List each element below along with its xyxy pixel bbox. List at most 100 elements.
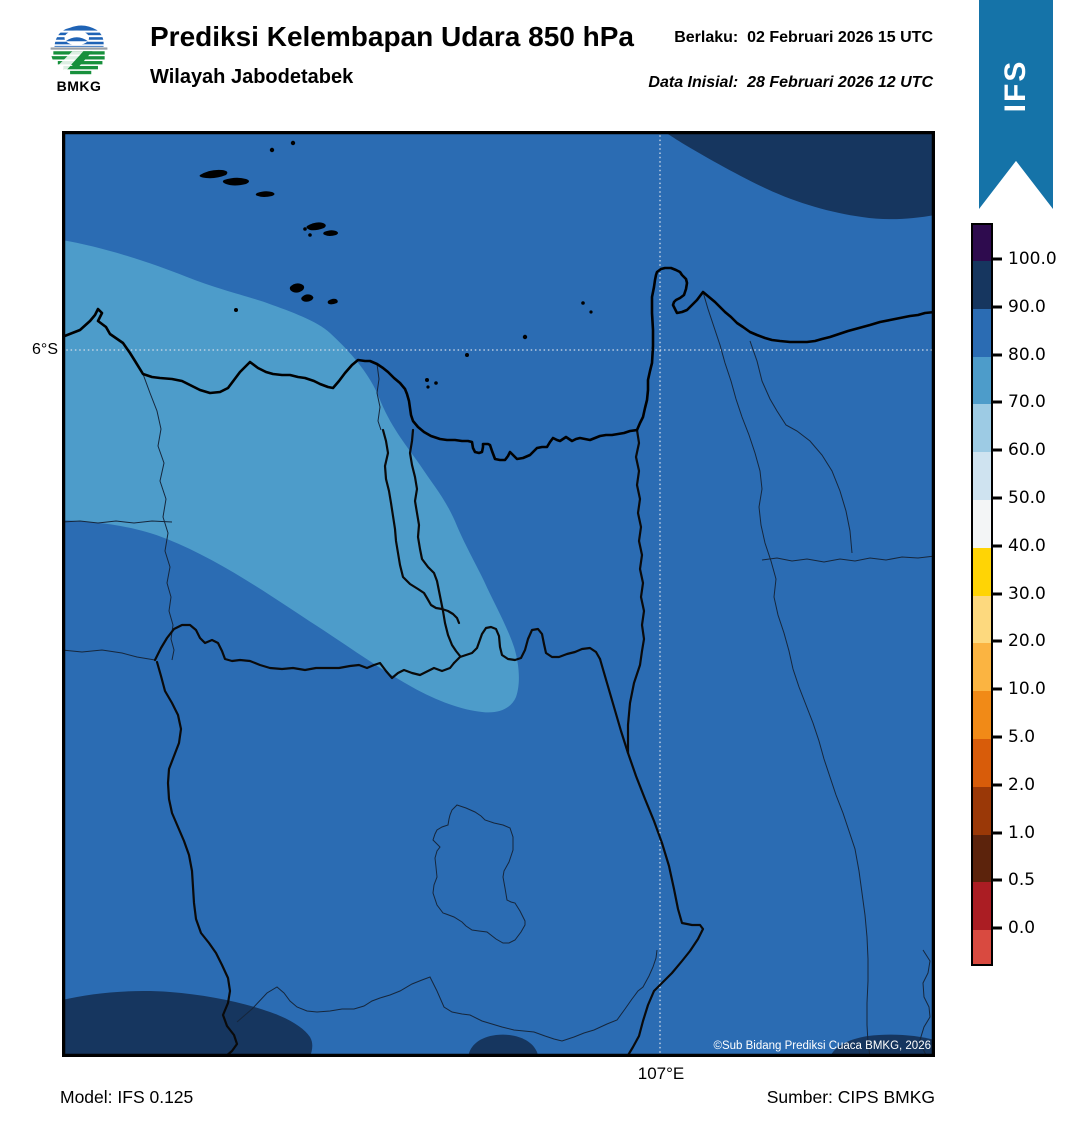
colorbar-tick-mark [993, 544, 1002, 548]
contour-fill-90-100-northeast [663, 131, 935, 220]
admin-thin-west-horizontal [61, 520, 173, 524]
colorbar-tick-mark [993, 353, 1002, 357]
admin-thin-tangerang [142, 373, 175, 661]
init-time-value: 28 Februari 2026 12 UTC [747, 74, 933, 91]
colorbar-level-0 [973, 225, 991, 261]
admin-thin-south-meander [236, 949, 658, 1042]
colorbar-tick-label: 1.0 [1008, 822, 1036, 843]
colorbar-level-15 [973, 930, 991, 964]
island-dot [290, 140, 296, 146]
colorbar-tick-label: 80.0 [1008, 344, 1046, 365]
colorbar-level-7 [973, 547, 991, 596]
island-dot [522, 334, 528, 340]
colorbar-level-1 [973, 261, 991, 309]
island [327, 298, 338, 305]
colorbar-tick-mark [993, 496, 1002, 500]
valid-time-line: Berlaku: 02 Februari 2026 15 UTC [674, 29, 933, 47]
map-frame [61, 130, 936, 1058]
logo-hills-green [51, 51, 105, 75]
island [306, 222, 326, 231]
valid-time-value: 02 Februari 2026 15 UTC [747, 29, 933, 46]
colorbar-tick-label: 5.0 [1008, 727, 1036, 747]
colorbar-tick-mark [993, 735, 1002, 739]
admin-thick-bekasi-east [626, 428, 646, 755]
contour-fill-90-100-southwest [62, 990, 313, 1057]
contour-fill-70-80-band [62, 240, 519, 713]
island-dot [426, 385, 430, 389]
page-subtitle: Wilayah Jabodetabek [150, 66, 354, 88]
admin-thin-west-link [61, 649, 156, 661]
admin-thin-southeast-edge [919, 949, 931, 1058]
map-panel [60, 130, 937, 1059]
colorbar [971, 223, 993, 966]
colorbar-tick-label: 10.0 [1008, 679, 1046, 700]
island [323, 230, 338, 236]
colorbar-tick-mark [993, 448, 1002, 452]
bmkg-logo [50, 20, 108, 100]
contour-fill-90-100-southeast [830, 1034, 935, 1057]
colorbar-tick-mark [993, 305, 1002, 309]
page-title: Prediksi Kelembapan Udara 850 hPa [150, 21, 634, 52]
island-dot [581, 301, 585, 305]
coastline-path [60, 266, 937, 462]
colorbar-tick-mark [993, 400, 1002, 404]
island-dot [269, 147, 275, 153]
colorbar-level-11 [973, 739, 991, 787]
model-ribbon: IFS [979, 0, 1053, 209]
colorbar-tick-mark [993, 831, 1002, 835]
island-dot [589, 310, 593, 314]
admin-thin-east-horizontal [761, 555, 936, 563]
colorbar-tick-label: 20.0 [1008, 631, 1046, 652]
colorbar-level-10 [973, 691, 991, 739]
island-dot [434, 381, 438, 385]
model-ribbon-label: IFS [999, 59, 1032, 113]
colorbar-tick-label: 50.0 [1008, 488, 1046, 508]
map-svg [60, 130, 937, 1059]
init-time-label: Data Inisial: [648, 74, 739, 91]
admin-thick-southeast [598, 657, 705, 1059]
island [255, 191, 275, 197]
colorbar-tick-label: 60.0 [1008, 440, 1046, 461]
admin-thin-coastal [376, 363, 382, 431]
colorbar-level-2 [973, 308, 991, 357]
footer-source: Sumber: CIPS BMKG [766, 1087, 935, 1107]
colorbar-level-13 [973, 834, 991, 883]
colorbar-tick-mark [993, 257, 1002, 261]
colorbar-level-8 [973, 595, 991, 644]
logo-horizon-line [50, 47, 108, 50]
colorbar-tick-label: 0.0 [1008, 918, 1036, 939]
colorbar-ticks: 100.0 90.0 80.0 70.0 60.0 50.0 40.0 30.0 20.0 10.… [991, 223, 1081, 962]
colorbar-tick-label: 100.0 [1008, 249, 1057, 269]
admin-thick-jakarta-east [408, 428, 462, 658]
colorbar-tick-label: 40.0 [1008, 535, 1046, 556]
admin-boundaries-thick [153, 428, 705, 1059]
colorbar-tick-mark [993, 639, 1002, 643]
colorbar-tick-mark [993, 783, 1002, 787]
colorbar-tick-label: 90.0 [1008, 296, 1046, 317]
island [199, 169, 228, 179]
colorbar-level-3 [973, 356, 991, 405]
island-dot [425, 378, 429, 382]
admin-thin-east-long [702, 291, 871, 1058]
colorbar-level-12 [973, 786, 991, 835]
islands-group [199, 140, 593, 389]
island [301, 294, 314, 302]
admin-thin-karawang [749, 340, 853, 554]
admin-thin-bogor-enclave [432, 804, 526, 944]
logo-cloud-blue [50, 25, 108, 47]
colorbar-tick-mark [993, 926, 1002, 930]
longitude-tick-label: 107°E [637, 1064, 685, 1083]
init-time-line: Data Inisial: 28 Februari 2026 12 UTC [648, 74, 933, 92]
colorbar-tick-mark [993, 687, 1002, 691]
bmkg-logo-label: BMKG [56, 78, 102, 94]
colorbar-level-4 [973, 404, 991, 453]
island-dot [303, 227, 307, 231]
island-dot [234, 308, 238, 312]
map-copyright: ©Sub Bidang Prediksi Cuaca BMKG, 2026 [713, 1040, 931, 1052]
valid-time-label: Berlaku: [674, 29, 739, 46]
colorbar-level-5 [973, 452, 991, 500]
latitude-tick-label: 6°S [32, 341, 58, 358]
colorbar-tick-label: 2.0 [1008, 774, 1036, 795]
island-dot [308, 233, 312, 237]
admin-thick-eastwest [153, 623, 456, 680]
